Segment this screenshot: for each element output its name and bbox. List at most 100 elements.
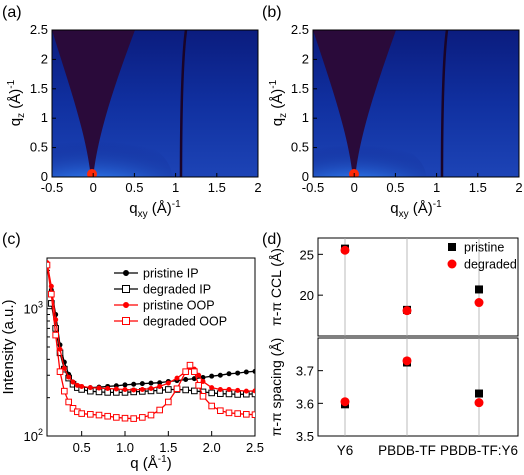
giwaxs-b-xlabel: qxy (Å)-1 <box>390 199 442 220</box>
giwaxs-b-ytick-label: 1 <box>302 110 309 125</box>
spacing-ytick-label: 3.6 <box>296 396 314 411</box>
point-degraded-oop <box>56 368 64 375</box>
point-degraded-oop <box>186 361 194 369</box>
linecut-xtick-label: 1.5 <box>159 440 177 455</box>
point-pristine-oop <box>217 386 223 392</box>
ccl-point-degraded <box>474 298 484 308</box>
giwaxs-a-xtick-label: -0.5 <box>41 180 63 195</box>
linecut-xtick-label: 0.5 <box>73 440 91 455</box>
spacing-point-degraded <box>474 398 484 408</box>
panel-label-c: (c) <box>2 231 21 248</box>
giwaxs-a-xtick-label: 1.5 <box>208 180 226 195</box>
point-degraded-oop <box>78 410 85 417</box>
point-pristine-oop <box>113 386 119 392</box>
point-pristine-oop <box>174 375 180 381</box>
legend-label-pristine: pristine <box>464 241 504 255</box>
giwaxs-panel-a: -0.5 0 0.5 1 1.5 200.511.522.5 qxy (Å)-1 qz (… <box>6 22 262 220</box>
linecut-xtick-label: 2.5 <box>246 440 264 455</box>
point-degraded-oop <box>113 414 120 421</box>
legend-label-degraded-oop: degraded OOP <box>143 315 227 329</box>
giwaxs-b-xtick-label: -0.5 <box>302 180 324 195</box>
point-pristine-ip <box>243 369 249 375</box>
point-pristine-oop <box>131 387 137 393</box>
giwaxs-a-ylabel: qz (Å)-1 <box>6 79 27 126</box>
ccl-plot-area <box>317 237 519 337</box>
linecut-ytick-exponent: 3 <box>38 300 43 310</box>
point-pristine-oop <box>122 386 128 392</box>
giwaxs-b-ytick-label: 1.5 <box>291 81 309 96</box>
linecut-ylabel: Intensity (a.u.) <box>0 299 17 394</box>
point-degraded-oop <box>95 411 103 419</box>
linecut-ytick-exponent: 2 <box>38 427 43 437</box>
point-degraded-oop <box>182 368 189 375</box>
giwaxs-b-ylabel: qz (Å)-1 <box>268 79 289 126</box>
point-degraded-oop <box>52 331 59 339</box>
spacing-point-pristine <box>475 389 483 398</box>
linecut-xtick-label: 1.0 <box>116 440 134 455</box>
giwaxs-a-xtick-label: 2 <box>254 180 261 195</box>
point-degraded-oop <box>61 387 68 395</box>
point-pristine-ip <box>183 376 189 382</box>
linecut-xtick-label: 2.0 <box>203 440 221 455</box>
legend-label-degraded: degraded <box>464 258 517 272</box>
point-degraded-oop <box>121 414 129 422</box>
giwaxs-a-halo <box>52 132 172 177</box>
category-label: PBDB-TF <box>378 443 436 458</box>
point-pristine-ip <box>209 373 215 379</box>
point-degraded-ip <box>225 390 233 398</box>
point-pristine-oop <box>57 346 63 352</box>
legend-label-pristine-oop: pristine OOP <box>143 299 215 313</box>
spacing-ylabel: π-π spacing (Å) <box>268 338 284 437</box>
linecut-legend: pristine IP degraded IP pristine OOP degrad… <box>114 267 227 329</box>
giwaxs-a-ytick-label: 0 <box>41 169 48 184</box>
point-pristine-ip <box>235 370 241 376</box>
point-degraded-ip <box>191 387 198 395</box>
linecut-xlabel: q (Å-1) <box>130 454 171 472</box>
point-pristine-oop <box>66 374 72 380</box>
giwaxs-panel-b: -0.5 0 0.5 1 1.5 200.511.522.5 qxy (Å)-1 qz (… <box>268 22 523 220</box>
giwaxs-b-xtick-label: 2 <box>515 180 522 195</box>
point-degraded-oop <box>243 411 250 418</box>
ccl-ytick-label: 20 <box>300 288 314 303</box>
spacing-plot-area <box>317 337 519 437</box>
panel-label-a: (a) <box>2 4 22 21</box>
linecut-ytick-label: 102 <box>24 427 43 444</box>
giwaxs-b-xtick-label: 1.5 <box>469 180 487 195</box>
giwaxs-a-detector-gap <box>179 30 188 177</box>
giwaxs-b-ytick-label: 0.5 <box>291 140 309 155</box>
legend-marker-pristine-ip <box>123 270 129 276</box>
giwaxs-b-blind-region <box>313 30 396 170</box>
point-degraded-ip <box>182 386 189 394</box>
giwaxs-a-specular-spot <box>87 169 97 177</box>
spacing-point-degraded <box>402 356 412 366</box>
point-degraded-oop <box>165 398 172 406</box>
point-degraded-oop <box>65 398 72 406</box>
giwaxs-a-xlabel: qxy (Å)-1 <box>129 199 181 220</box>
ccl-point-degraded <box>340 245 350 255</box>
point-pristine-oop <box>70 379 76 385</box>
giwaxs-a-xtick-label: 0 <box>90 180 97 195</box>
point-degraded-ip <box>208 389 215 397</box>
panel-label-d: (d) <box>262 231 282 248</box>
giwaxs-a-xtick-label: 1 <box>172 180 179 195</box>
point-degraded-oop <box>139 414 146 421</box>
giwaxs-a-ytick-label: 2.5 <box>30 22 48 37</box>
point-pristine-oop <box>79 383 85 389</box>
point-degraded-oop <box>208 402 215 410</box>
point-degraded-oop <box>147 411 155 419</box>
legend-label-pristine-ip: pristine IP <box>143 267 199 281</box>
giwaxs-b-halo <box>313 137 426 177</box>
point-pristine-oop <box>96 385 102 391</box>
giwaxs-a-ytick-label: 2 <box>41 51 48 66</box>
packing-legend: pristine degraded <box>447 241 517 272</box>
point-pristine-oop <box>157 383 163 389</box>
point-degraded-oop <box>251 411 255 418</box>
point-degraded-oop <box>199 393 207 400</box>
point-pristine-ip <box>252 368 255 374</box>
point-pristine-ip <box>148 380 154 386</box>
point-degraded-oop <box>191 368 198 375</box>
spacing-ytick-label: 3.5 <box>296 429 314 444</box>
point-pristine-oop <box>87 385 93 391</box>
spacing-point-degraded <box>340 397 350 407</box>
point-pristine-oop <box>235 387 241 393</box>
